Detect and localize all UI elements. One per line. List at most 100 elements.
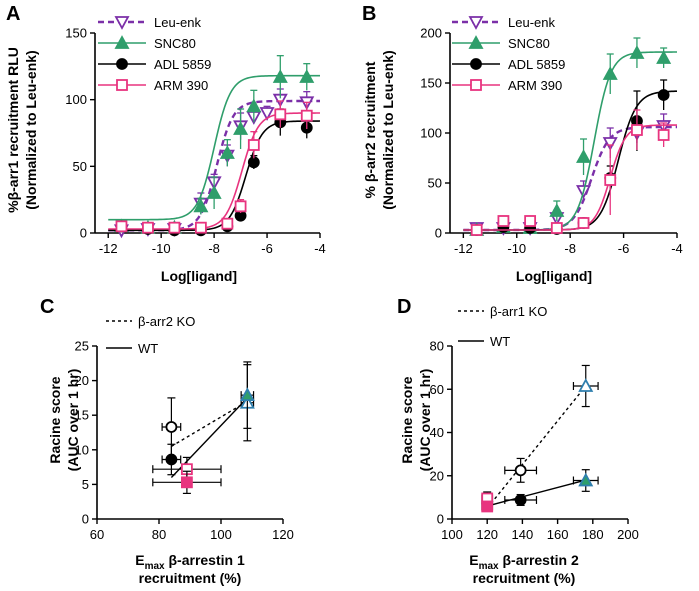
- panel-d: D 0 20 40 60 80 100 120 140 160 180 200 β-arr1 KO W…: [397, 296, 639, 586]
- panel-c-y-tick-label: 10: [75, 442, 89, 457]
- panel-b-point-arm-390: [577, 217, 590, 229]
- panel-a-legend-label-snc80: SNC80: [154, 36, 196, 51]
- panel-b-point-snc80: [629, 45, 645, 59]
- panel-b-point-snc80: [602, 66, 618, 80]
- panel-b-letter: B: [362, 3, 376, 25]
- panel-a-legend-marker-arm-390: [116, 79, 128, 91]
- panel-a-x-tick-label: -8: [208, 241, 220, 256]
- panel-b-y-axis-subtitle: (Normalized to Leu-enk): [380, 50, 396, 209]
- panel-d-y-tick-label: 80: [430, 339, 444, 354]
- panel-c-point-adl-5859-ko: [165, 421, 178, 433]
- panel-d-x-axis-title-line2: recruitment (%): [473, 570, 576, 586]
- panel-b-legend-label-snc80: SNC80: [508, 36, 550, 51]
- panel-a-point-arm-390: [194, 221, 207, 234]
- panel-a-point-arm-390: [168, 221, 181, 234]
- panel-a-point-snc80: [193, 198, 209, 213]
- panel-c-legend-label-solid: WT: [138, 341, 158, 356]
- panel-a-point-arm-390: [221, 217, 234, 230]
- panel-c-x-tick-label: 80: [152, 527, 166, 542]
- panel-b-curve-arm-390: [463, 124, 677, 231]
- panel-b-curve-leu-enk: [463, 125, 677, 232]
- panel-b-curve-snc80: [463, 51, 677, 231]
- panel-a-x-tick-label: -12: [99, 241, 118, 256]
- panel-c-y-tick-label: 5: [82, 477, 89, 492]
- panel-c-x-axis-title: Emax β-arrestin 1: [135, 552, 245, 572]
- panel-a-point-arm-390: [247, 139, 260, 151]
- panel-d-x-axis-sub: max: [479, 561, 499, 572]
- panel-b-y-tick-label: 0: [435, 226, 442, 241]
- panel-d-x-tick-label: 200: [617, 527, 639, 542]
- panel-a-y-tick-label: 0: [80, 226, 87, 241]
- panel-d-point-snc80-ko: [578, 378, 594, 392]
- panel-c-y-tick-label: 0: [82, 512, 89, 527]
- panel-d-x-tick-label: 140: [512, 527, 534, 542]
- panel-b-x-tick-label: -4: [671, 241, 683, 256]
- panel-d-legend-label-dashed: β-arr1 KO: [490, 304, 547, 319]
- panel-a-point-adl-5859: [247, 156, 260, 169]
- panel-d-fit-line-solid: [487, 479, 586, 507]
- panel-c-legend-label-dashed: β-arr2 KO: [138, 314, 195, 329]
- panel-c-point-snc80-wt: [239, 387, 255, 402]
- panel-b-point-snc80: [549, 203, 565, 217]
- panel-b-legend-label-leu-enk: Leu-enk: [508, 15, 555, 30]
- panel-d-x-tick-label: 180: [582, 527, 604, 542]
- panel-a-legend-label-arm-390: ARM 390: [154, 78, 208, 93]
- panel-d-legend-label-solid: WT: [490, 334, 510, 349]
- panel-d-y-axis-subtitle: (AUC over 1 hr): [417, 369, 433, 472]
- panel-b-point-arm-390: [524, 215, 537, 227]
- panel-d-x-axis-rest: β-arrestin 2: [499, 552, 579, 568]
- panel-a-x-tick-label: -4: [314, 241, 326, 256]
- panel-a-y-tick-label: 150: [65, 26, 87, 41]
- panel-d-y-tick-label: 20: [430, 468, 444, 483]
- panel-b-point-adl-5859: [657, 89, 670, 101]
- panel-b-point-leu-enk: [602, 137, 618, 151]
- panel-c-y-tick-label: 20: [75, 373, 89, 388]
- panel-c-x-axis-e: E: [135, 552, 144, 568]
- panel-a-curve-snc80: [108, 74, 320, 221]
- panel-c-y-tick-label: 25: [75, 339, 89, 354]
- panel-b-y-tick-label: 100: [420, 126, 442, 141]
- panel-d-point-snc80-wt: [578, 472, 594, 487]
- panel-a: A 0 50 100 150 -12 -10 -8 -6 -4 Leu-enk SNC80 ADL …: [5, 3, 326, 284]
- panel-a-point-leu-enk: [259, 107, 275, 121]
- panel-d-x-axis-title: Emax β-arrestin 2: [469, 552, 579, 572]
- panel-b-y-axis-title: % β-arr2 recruitment: [362, 61, 378, 198]
- panel-a-x-axis-title: Log[ligand]: [161, 268, 237, 284]
- panel-a-legend-marker-adl-5859: [116, 58, 128, 70]
- panel-d-y-tick-label: 0: [437, 512, 444, 527]
- panel-a-curve-leu-enk: [108, 99, 320, 232]
- panel-c: C 0 5 10 15 20 25 60 80 100 120 β-arr2 KO WT Emax …: [40, 296, 294, 586]
- panel-b-legend-label-adl-5859: ADL 5859: [508, 57, 565, 72]
- panel-c-x-axis-sub: max: [145, 561, 165, 572]
- panel-d-y-tick-label: 60: [430, 382, 444, 397]
- panel-d-point-adl-5859-ko: [514, 464, 527, 477]
- panel-b-y-tick-label: 200: [420, 26, 442, 41]
- panel-b-curve-adl-5859: [463, 90, 678, 231]
- panel-a-legend-label-leu-enk: Leu-enk: [154, 15, 201, 30]
- panel-a-point-snc80: [219, 145, 235, 159]
- panel-b-x-tick-label: -12: [454, 241, 473, 256]
- panel-b-x-tick-label: -8: [564, 241, 576, 256]
- panel-b-y-tick-label: 50: [428, 176, 442, 191]
- panel-d-x-tick-label: 100: [441, 527, 463, 542]
- panel-b-point-arm-390: [604, 174, 617, 186]
- panel-c-y-tick-label: 15: [75, 408, 89, 423]
- panel-d-point-adl-5859-wt: [514, 494, 527, 506]
- panel-c-y-axis-title: Racine score: [47, 376, 63, 463]
- panel-a-point-arm-390: [274, 108, 287, 121]
- panel-a-legend-label-adl-5859: ADL 5859: [154, 57, 211, 72]
- panel-b-x-tick-label: -6: [618, 241, 630, 256]
- panel-a-letter: A: [6, 3, 20, 25]
- panel-b-point-snc80: [656, 50, 672, 64]
- panel-b-point-arm-390: [497, 215, 510, 227]
- panel-d-point-arm-390-wt: [481, 500, 494, 513]
- panel-b-x-tick-label: -10: [507, 241, 526, 256]
- panel-a-y-tick-label: 50: [73, 159, 87, 174]
- panel-a-legend-marker-snc80: [114, 35, 130, 49]
- panel-a-y-axis-title: %β-arr1 recruitment RLU: [5, 47, 21, 213]
- panel-c-x-axis-title-line2: recruitment (%): [139, 570, 242, 586]
- panel-b-x-axis-title: Log[ligand]: [516, 268, 592, 284]
- panel-b-point-arm-390: [550, 222, 563, 234]
- panel-a-y-tick-label: 100: [65, 92, 87, 107]
- panel-b-point-arm-390: [657, 129, 670, 141]
